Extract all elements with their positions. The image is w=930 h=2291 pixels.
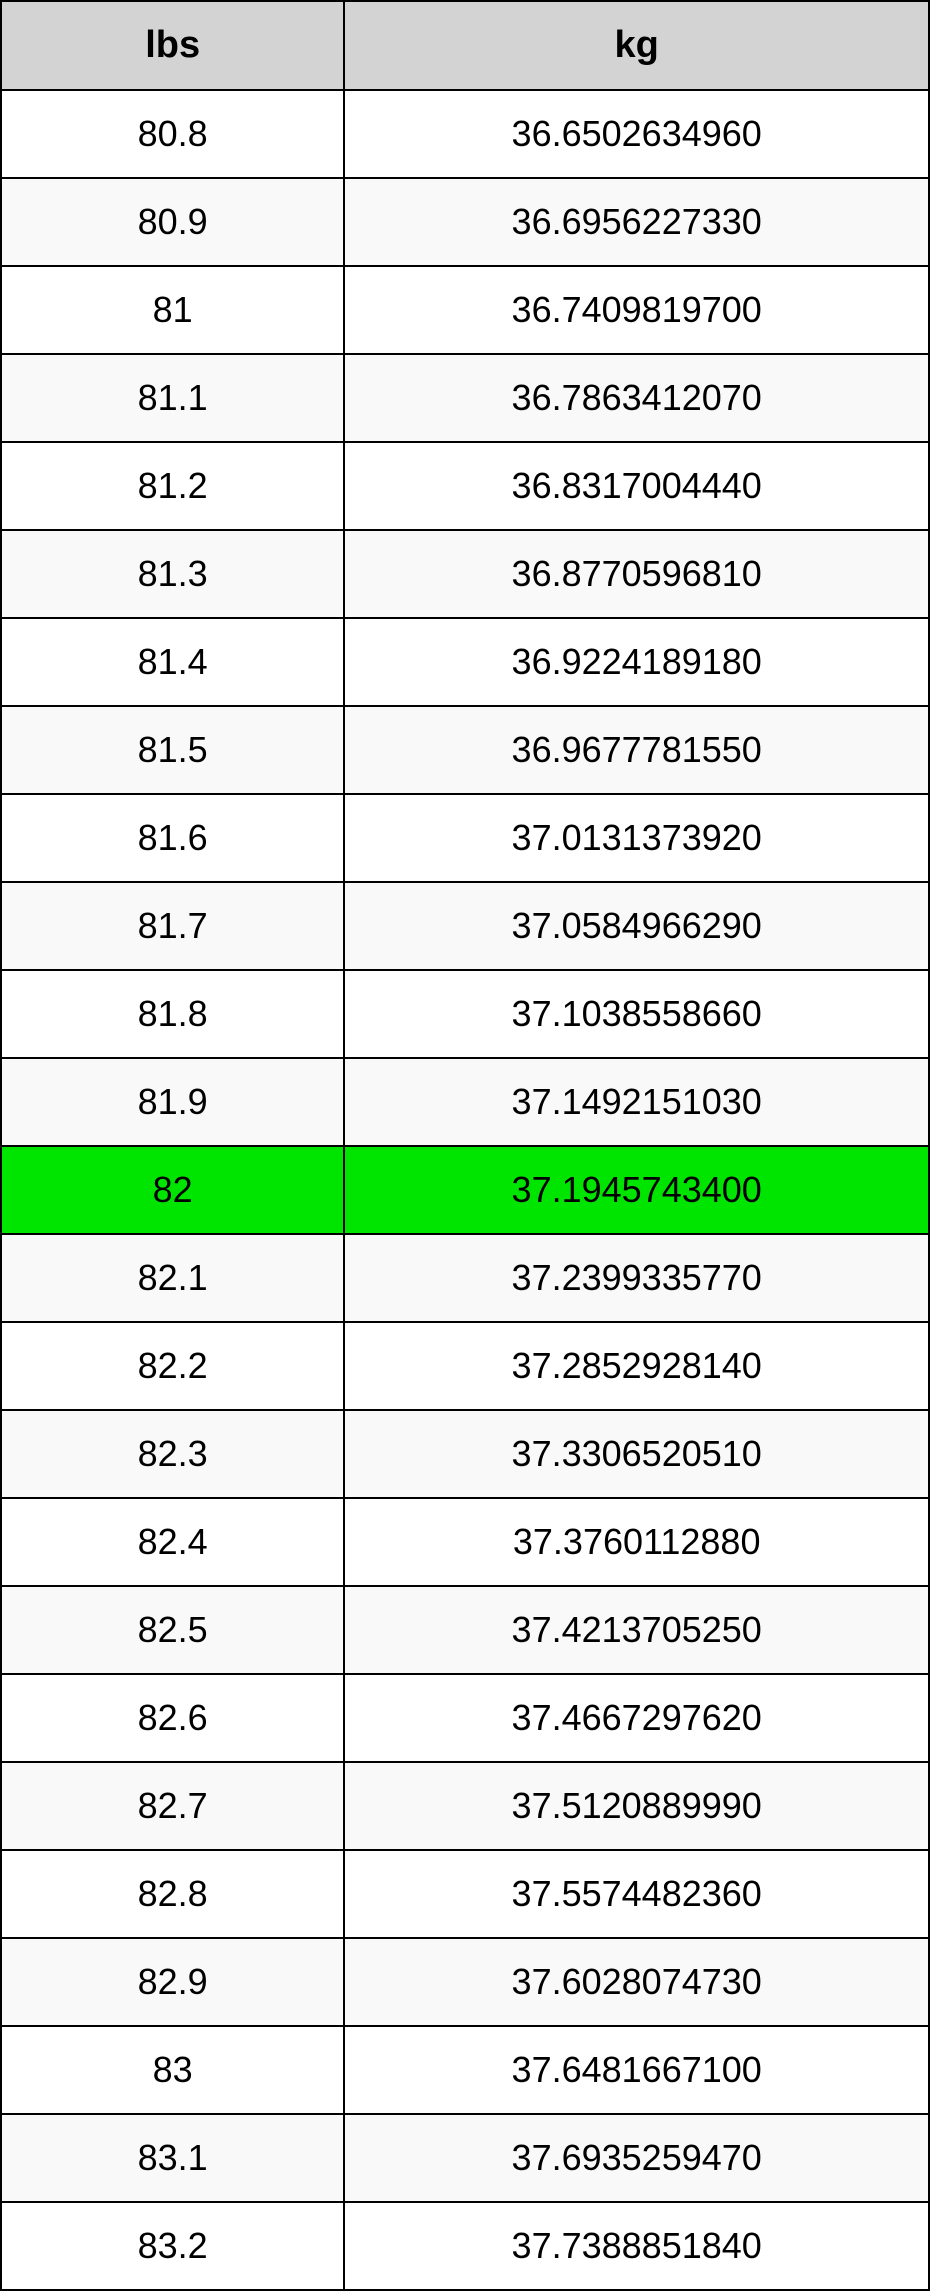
cell-lbs: 82.4	[1, 1498, 344, 1586]
cell-kg: 36.9224189180	[344, 618, 929, 706]
cell-kg: 37.0131373920	[344, 794, 929, 882]
table-row: 8237.1945743400	[1, 1146, 929, 1234]
cell-lbs: 82.2	[1, 1322, 344, 1410]
cell-lbs: 83.2	[1, 2202, 344, 2290]
column-header-lbs: lbs	[1, 1, 344, 90]
table-row: 80.836.6502634960	[1, 90, 929, 178]
cell-lbs: 81.4	[1, 618, 344, 706]
cell-kg: 37.2852928140	[344, 1322, 929, 1410]
cell-kg: 36.7863412070	[344, 354, 929, 442]
table-row: 81.737.0584966290	[1, 882, 929, 970]
cell-kg: 37.1945743400	[344, 1146, 929, 1234]
cell-lbs: 82.8	[1, 1850, 344, 1938]
cell-kg: 36.6502634960	[344, 90, 929, 178]
table-row: 81.837.1038558660	[1, 970, 929, 1058]
cell-kg: 37.4213705250	[344, 1586, 929, 1674]
cell-kg: 37.6028074730	[344, 1938, 929, 2026]
cell-lbs: 82.7	[1, 1762, 344, 1850]
table-row: 81.436.9224189180	[1, 618, 929, 706]
cell-lbs: 83.1	[1, 2114, 344, 2202]
table-row: 83.137.6935259470	[1, 2114, 929, 2202]
table-row: 81.136.7863412070	[1, 354, 929, 442]
table-row: 81.937.1492151030	[1, 1058, 929, 1146]
cell-lbs: 81.6	[1, 794, 344, 882]
table-header-row: lbs kg	[1, 1, 929, 90]
cell-lbs: 82.3	[1, 1410, 344, 1498]
table-row: 82.337.3306520510	[1, 1410, 929, 1498]
cell-lbs: 83	[1, 2026, 344, 2114]
cell-kg: 37.5120889990	[344, 1762, 929, 1850]
table-row: 81.236.8317004440	[1, 442, 929, 530]
table-row: 81.637.0131373920	[1, 794, 929, 882]
table-body: 80.836.650263496080.936.69562273308136.7…	[1, 90, 929, 2290]
cell-kg: 37.6935259470	[344, 2114, 929, 2202]
cell-lbs: 81.1	[1, 354, 344, 442]
cell-kg: 37.4667297620	[344, 1674, 929, 1762]
table-row: 81.536.9677781550	[1, 706, 929, 794]
cell-kg: 37.1038558660	[344, 970, 929, 1058]
cell-lbs: 80.9	[1, 178, 344, 266]
table-row: 82.837.5574482360	[1, 1850, 929, 1938]
table-row: 82.737.5120889990	[1, 1762, 929, 1850]
cell-kg: 37.6481667100	[344, 2026, 929, 2114]
cell-kg: 36.7409819700	[344, 266, 929, 354]
conversion-table: lbs kg 80.836.650263496080.936.695622733…	[0, 0, 930, 2291]
cell-kg: 36.8770596810	[344, 530, 929, 618]
cell-lbs: 82	[1, 1146, 344, 1234]
cell-kg: 37.0584966290	[344, 882, 929, 970]
cell-lbs: 81	[1, 266, 344, 354]
table-row: 8337.6481667100	[1, 2026, 929, 2114]
cell-lbs: 81.7	[1, 882, 344, 970]
table-row: 81.336.8770596810	[1, 530, 929, 618]
cell-kg: 37.3306520510	[344, 1410, 929, 1498]
cell-lbs: 82.6	[1, 1674, 344, 1762]
column-header-kg: kg	[344, 1, 929, 90]
cell-lbs: 82.1	[1, 1234, 344, 1322]
table-row: 82.237.2852928140	[1, 1322, 929, 1410]
cell-kg: 37.3760112880	[344, 1498, 929, 1586]
table-row: 82.437.3760112880	[1, 1498, 929, 1586]
cell-lbs: 81.8	[1, 970, 344, 1058]
conversion-table-container: lbs kg 80.836.650263496080.936.695622733…	[0, 0, 930, 2291]
table-row: 82.937.6028074730	[1, 1938, 929, 2026]
table-row: 8136.7409819700	[1, 266, 929, 354]
cell-lbs: 81.3	[1, 530, 344, 618]
cell-kg: 37.5574482360	[344, 1850, 929, 1938]
table-header: lbs kg	[1, 1, 929, 90]
cell-lbs: 80.8	[1, 90, 344, 178]
table-row: 83.237.7388851840	[1, 2202, 929, 2290]
cell-lbs: 81.2	[1, 442, 344, 530]
cell-kg: 37.2399335770	[344, 1234, 929, 1322]
cell-lbs: 81.5	[1, 706, 344, 794]
table-row: 82.137.2399335770	[1, 1234, 929, 1322]
cell-kg: 37.1492151030	[344, 1058, 929, 1146]
table-row: 82.637.4667297620	[1, 1674, 929, 1762]
table-row: 82.537.4213705250	[1, 1586, 929, 1674]
cell-kg: 36.9677781550	[344, 706, 929, 794]
cell-kg: 36.8317004440	[344, 442, 929, 530]
cell-lbs: 81.9	[1, 1058, 344, 1146]
cell-kg: 36.6956227330	[344, 178, 929, 266]
cell-lbs: 82.5	[1, 1586, 344, 1674]
table-row: 80.936.6956227330	[1, 178, 929, 266]
cell-lbs: 82.9	[1, 1938, 344, 2026]
cell-kg: 37.7388851840	[344, 2202, 929, 2290]
